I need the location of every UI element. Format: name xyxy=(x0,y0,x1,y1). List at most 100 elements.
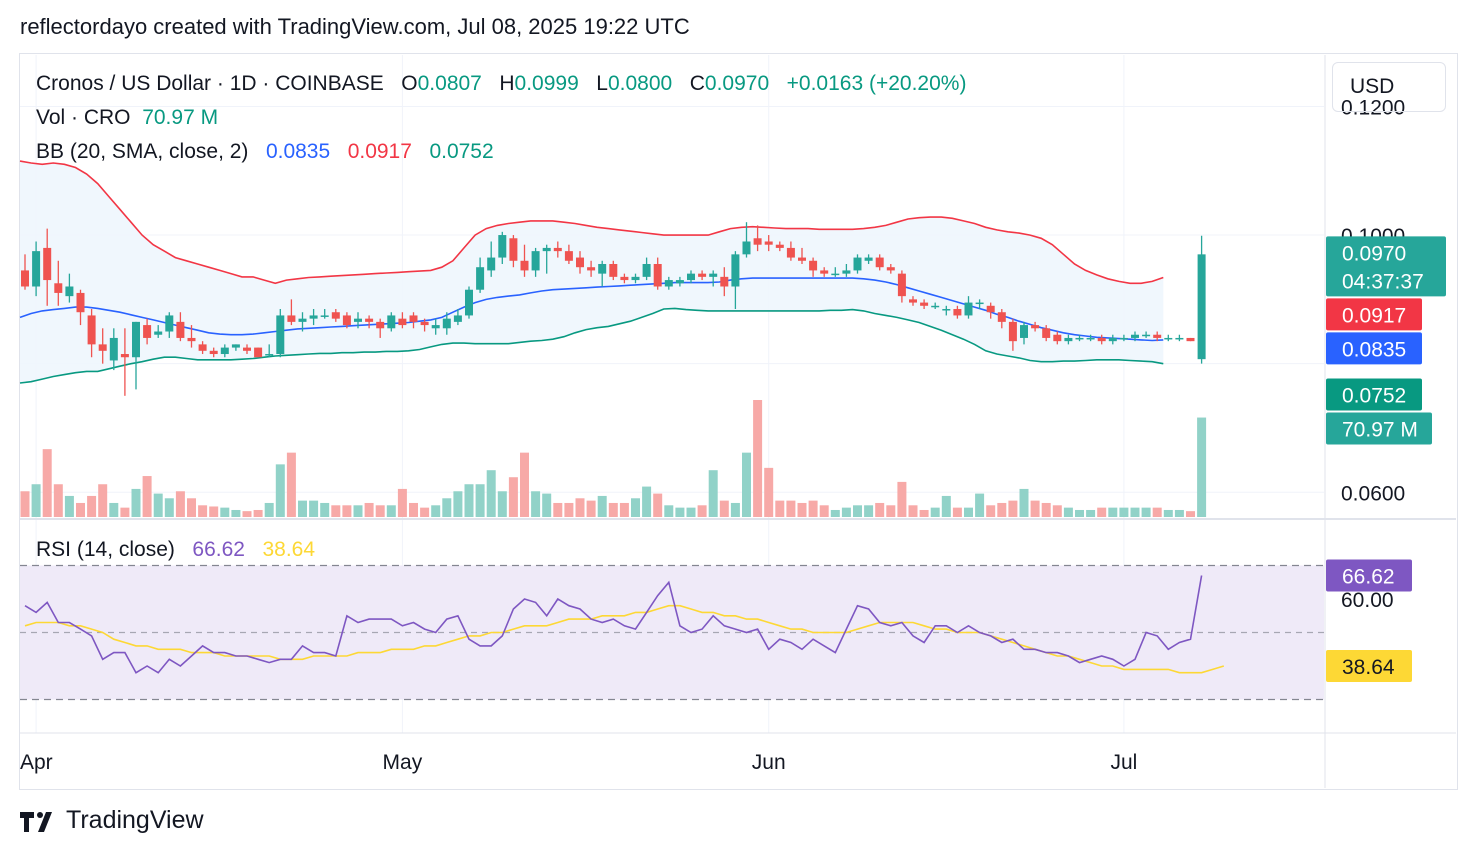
candle xyxy=(764,235,773,252)
candle xyxy=(1142,331,1151,338)
volume-bar xyxy=(320,502,330,517)
volume-bar xyxy=(431,505,441,517)
volume-bar xyxy=(298,500,307,517)
tradingview-logo[interactable]: TradingView xyxy=(20,806,204,835)
price-tick-label: 0.1200 xyxy=(1341,96,1405,119)
candle xyxy=(953,305,962,319)
candle-body xyxy=(1064,337,1073,342)
rsi-value-tag: 66.62 xyxy=(1326,559,1412,592)
volume-bar xyxy=(664,505,674,517)
price-tag-label: 0.0835 xyxy=(1342,338,1406,361)
volume-bar xyxy=(1174,509,1184,517)
candle xyxy=(1097,334,1106,345)
candle xyxy=(1197,235,1206,364)
candle xyxy=(54,260,63,306)
candle xyxy=(76,289,85,326)
candle xyxy=(376,318,385,338)
candle-body xyxy=(687,273,695,281)
candle xyxy=(298,312,307,332)
rsi-ma-value-tag: 38.64 xyxy=(1326,650,1412,682)
candle xyxy=(154,325,163,338)
candle-body xyxy=(553,247,562,252)
volume-bar xyxy=(1163,509,1173,517)
candle-body xyxy=(442,318,451,329)
volume-bar xyxy=(309,500,319,517)
candle xyxy=(675,276,684,287)
candle-body xyxy=(132,321,140,358)
volume-bar xyxy=(220,507,230,517)
candle xyxy=(853,254,862,274)
rsi-ma-tag-label: 38.64 xyxy=(1342,656,1395,679)
volume-bar xyxy=(686,507,696,517)
candle-body xyxy=(320,315,329,317)
volume-bar xyxy=(76,502,85,517)
tradingview-mark-icon xyxy=(20,811,52,832)
candle xyxy=(265,344,274,358)
volume-bar xyxy=(175,491,185,517)
candle xyxy=(1086,334,1095,342)
candle xyxy=(509,235,518,268)
candle xyxy=(931,302,940,310)
candle-body xyxy=(231,344,240,348)
time-tick-label: Jul xyxy=(1110,751,1137,774)
rsi-ma-line xyxy=(24,604,1225,674)
candle xyxy=(964,296,973,319)
candle-body xyxy=(642,263,651,277)
volume-bar xyxy=(597,495,607,517)
candle xyxy=(120,328,129,396)
candle-body xyxy=(287,315,296,322)
price-tag-label: 0.0970 xyxy=(1342,242,1406,265)
candle-body xyxy=(220,347,229,355)
candle-body xyxy=(542,247,551,252)
candle-body xyxy=(342,315,351,326)
candle-body xyxy=(1197,254,1206,360)
candle-body xyxy=(376,321,385,329)
volume-bar xyxy=(542,493,552,517)
candle-body xyxy=(165,315,174,332)
rsi-legend: RSI (14, close) 66.62 38.64 xyxy=(36,538,315,562)
candle-body xyxy=(931,305,940,308)
candle xyxy=(43,228,52,306)
candle xyxy=(409,312,418,329)
candle xyxy=(609,260,618,281)
volume-bar xyxy=(231,509,241,517)
candle-body xyxy=(1031,325,1040,329)
candle-body xyxy=(942,309,951,311)
bb-upper-value: 0.0917 xyxy=(347,140,412,163)
volume-bar xyxy=(475,484,485,517)
open-label: O xyxy=(401,72,418,95)
candle-body xyxy=(609,263,618,277)
volume-bar xyxy=(697,505,707,517)
candle-body xyxy=(87,315,96,345)
candle-body xyxy=(1042,328,1051,338)
rsi-label: RSI (14, close) xyxy=(36,538,175,561)
candle xyxy=(220,344,229,358)
currency-button[interactable]: USD xyxy=(1332,62,1446,112)
volume-bar xyxy=(631,498,640,517)
volume-bar xyxy=(764,467,774,517)
volume-bar xyxy=(187,498,196,517)
candle-body xyxy=(920,302,929,306)
volume-bar xyxy=(619,502,629,517)
volume-bar xyxy=(386,505,396,517)
price-tag-last: 0.0970 04:37:37 xyxy=(1326,236,1446,297)
volume-bar xyxy=(997,502,1007,517)
candle-body xyxy=(1186,337,1195,342)
volume-bar xyxy=(897,481,907,517)
volume-bar xyxy=(941,495,951,517)
candle-body xyxy=(1108,337,1117,342)
volume-bar xyxy=(420,507,430,517)
rsi-tag-bg xyxy=(1326,559,1412,592)
price-tag-bg xyxy=(1326,378,1422,411)
rsi-tick-label: 60.00 xyxy=(1341,589,1394,612)
volume-bar xyxy=(442,498,452,517)
close-label: C xyxy=(689,72,705,95)
candle-body xyxy=(65,286,74,297)
volume-bar xyxy=(830,509,840,517)
volume-bar xyxy=(930,507,940,517)
candle xyxy=(65,273,74,303)
candle-body xyxy=(354,318,362,322)
candle-body xyxy=(587,267,596,271)
